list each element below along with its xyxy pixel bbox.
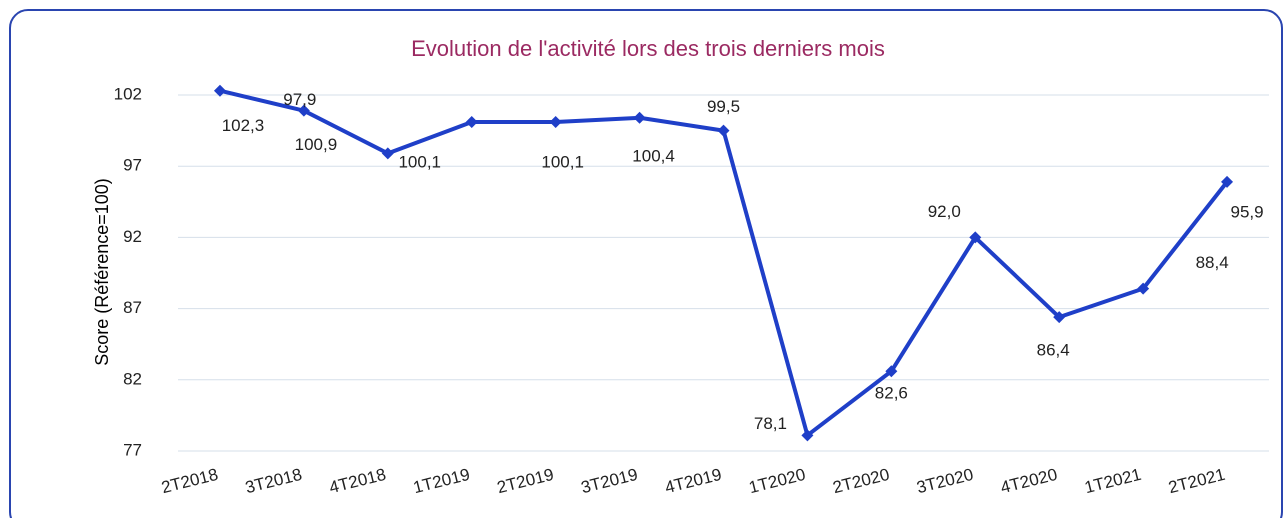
marker bbox=[381, 147, 394, 160]
y-tick-label: 87 bbox=[123, 298, 142, 317]
y-tick-label: 102 bbox=[114, 84, 142, 103]
marker bbox=[549, 116, 562, 129]
marker bbox=[1053, 311, 1066, 324]
marker bbox=[885, 365, 898, 378]
marker bbox=[633, 111, 646, 124]
y-axis-label: Score (Référence=100) bbox=[92, 178, 112, 366]
y-tick-label: 77 bbox=[123, 440, 142, 459]
data-label: 99,5 bbox=[707, 97, 740, 116]
marker bbox=[213, 84, 226, 97]
frame bbox=[9, 9, 1283, 518]
marker bbox=[465, 116, 478, 129]
marker bbox=[801, 429, 814, 442]
data-label: 100,1 bbox=[398, 153, 441, 172]
data-label: 97,9 bbox=[283, 90, 316, 109]
marker bbox=[1137, 282, 1150, 295]
marker bbox=[1221, 175, 1234, 188]
y-tick-label: 82 bbox=[123, 369, 142, 388]
marker bbox=[297, 104, 310, 117]
data-label: 92,0 bbox=[928, 202, 961, 221]
data-label: 82,6 bbox=[875, 384, 908, 403]
data-label: 102,3 bbox=[222, 116, 265, 135]
y-tick-label: 97 bbox=[123, 156, 142, 175]
data-label: 100,9 bbox=[295, 135, 338, 154]
data-label: 100,1 bbox=[541, 153, 584, 172]
y-tick-label: 92 bbox=[123, 227, 142, 246]
data-label: 95,9 bbox=[1230, 202, 1263, 221]
chart-title: Evolution de l'activité lors des trois d… bbox=[411, 36, 885, 61]
data-label: 86,4 bbox=[1037, 341, 1070, 360]
marker bbox=[717, 124, 730, 137]
data-label: 88,4 bbox=[1196, 253, 1229, 272]
data-label: 100,4 bbox=[632, 146, 675, 165]
marker bbox=[969, 231, 982, 244]
data-label: 78,1 bbox=[754, 414, 787, 433]
